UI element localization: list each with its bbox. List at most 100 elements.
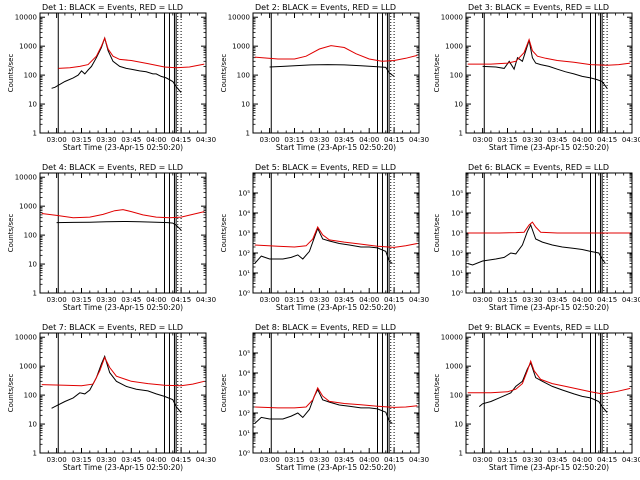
ytick-label: 10000 — [15, 14, 37, 22]
x-axis-label: Start Time (23-Apr-15 02:50:20) — [276, 463, 396, 472]
xtick-label: 03:30 — [96, 136, 116, 144]
xtick-label: 03:30 — [309, 136, 329, 144]
chart-title: Det 8: BLACK = Events, RED = LLD — [255, 323, 396, 332]
xtick-label: 03:00 — [47, 296, 67, 304]
xtick-label: 03:00 — [260, 456, 280, 464]
ytick-label: 10⁵ — [238, 350, 250, 358]
chart-panel-6: Det 6: BLACK = Events, RED = LLD 10⁰ 10¹ 10… — [433, 163, 640, 312]
x-axis-label: Start Time (23-Apr-15 02:50:20) — [489, 143, 609, 152]
xtick-label: 03:45 — [121, 136, 141, 144]
y-axis-label: Counts/sec — [220, 54, 228, 93]
series-events-line — [56, 220, 182, 231]
xtick-label: 04:15 — [597, 296, 617, 304]
xtick-label: 03:15 — [497, 456, 517, 464]
xtick-label: 03:15 — [71, 136, 91, 144]
series-events-line — [467, 223, 606, 266]
xtick-label: 03:00 — [260, 136, 280, 144]
ytick-label: 10⁴ — [238, 210, 250, 218]
plot-frame — [465, 332, 633, 454]
xtick-label: 03:15 — [497, 136, 517, 144]
ytick-label: 1000 — [232, 43, 250, 51]
chart-title: Det 3: BLACK = Events, RED = LLD — [468, 3, 609, 12]
xtick-label: 03:00 — [47, 136, 67, 144]
x-axis-label: Start Time (23-Apr-15 02:50:20) — [489, 463, 609, 472]
x-axis-label: Start Time (23-Apr-15 02:50:20) — [489, 303, 609, 312]
ytick-label: 100 — [24, 392, 37, 400]
ytick-label: 10³ — [451, 230, 463, 238]
ytick-label: 100 — [237, 72, 250, 80]
chart-title: Det 1: BLACK = Events, RED = LLD — [42, 3, 183, 12]
chart-title: Det 4: BLACK = Events, RED = LLD — [42, 163, 183, 172]
xtick-label: 04:30 — [409, 296, 429, 304]
ytick-label: 10 — [241, 101, 250, 109]
ytick-label: 1 — [33, 290, 37, 298]
xtick-label: 03:00 — [473, 296, 493, 304]
xtick-label: 03:15 — [284, 456, 304, 464]
ytick-label: 10³ — [238, 230, 250, 238]
ytick-label: 1 — [33, 450, 37, 458]
plot-frame — [39, 12, 207, 134]
plot-frame — [39, 172, 207, 294]
ytick-label: 10¹ — [238, 270, 250, 278]
ytick-label: 100 — [450, 392, 463, 400]
ytick-label: 10¹ — [451, 270, 463, 278]
series-lld-line — [467, 359, 631, 395]
xtick-label: 04:30 — [409, 136, 429, 144]
ytick-label: 10⁵ — [238, 190, 250, 198]
ytick-label: 1000 — [19, 363, 37, 371]
xtick-label: 03:45 — [121, 296, 141, 304]
xtick-label: 04:30 — [622, 456, 640, 464]
y-axis-label: Counts/sec — [7, 54, 15, 93]
x-axis-label: Start Time (23-Apr-15 02:50:20) — [276, 303, 396, 312]
series-lld-line — [58, 36, 205, 69]
xtick-label: 04:15 — [171, 136, 191, 144]
xtick-label: 04:15 — [384, 296, 404, 304]
xtick-label: 04:00 — [572, 136, 592, 144]
series-events-line — [482, 40, 608, 89]
xtick-label: 03:45 — [334, 296, 354, 304]
ytick-label: 1000 — [19, 43, 37, 51]
xtick-label: 03:15 — [284, 136, 304, 144]
ytick-label: 10⁴ — [451, 210, 463, 218]
ytick-label: 10⁴ — [238, 370, 250, 378]
ytick-label: 1 — [33, 130, 37, 138]
x-axis-label: Start Time (23-Apr-15 02:50:20) — [63, 303, 183, 312]
xtick-label: 04:00 — [146, 296, 166, 304]
ytick-label: 10000 — [441, 14, 463, 22]
ytick-label: 10⁰ — [451, 290, 463, 298]
xtick-label: 04:00 — [572, 296, 592, 304]
chart-title: Det 7: BLACK = Events, RED = LLD — [42, 323, 183, 332]
xtick-label: 03:30 — [522, 136, 542, 144]
x-axis-label: Start Time (23-Apr-15 02:50:20) — [276, 143, 396, 152]
ytick-label: 1000 — [19, 203, 37, 211]
xtick-label: 04:00 — [359, 296, 379, 304]
xtick-label: 04:30 — [196, 296, 216, 304]
ytick-label: 10³ — [238, 390, 250, 398]
x-axis-label: Start Time (23-Apr-15 02:50:20) — [63, 463, 183, 472]
chart-panel-5: Det 5: BLACK = Events, RED = LLD 10⁰ 10¹ 10… — [220, 163, 429, 312]
chart-panel-4: Det 4: BLACK = Events, RED = LLD 1 10 100 10… — [7, 163, 216, 312]
ytick-label: 10² — [238, 410, 250, 418]
xtick-label: 03:30 — [522, 296, 542, 304]
ytick-label: 1 — [459, 450, 463, 458]
xtick-label: 04:15 — [597, 136, 617, 144]
xtick-label: 03:00 — [473, 456, 493, 464]
plot-frame — [465, 172, 633, 294]
xtick-label: 03:15 — [284, 296, 304, 304]
series-events-line — [51, 354, 182, 413]
chart-panel-3: Det 3: BLACK = Events, RED = LLD 1 10 100 10… — [433, 3, 640, 152]
chart-title: Det 5: BLACK = Events, RED = LLD — [255, 163, 396, 172]
chart-panel-1: Det 1: BLACK = Events, RED = LLD 1 10 100 10… — [7, 3, 216, 152]
ytick-label: 10 — [28, 101, 37, 109]
series-lld-line — [467, 221, 631, 234]
ytick-label: 10¹ — [238, 430, 250, 438]
y-axis-label: Counts/sec — [433, 214, 441, 253]
xtick-label: 04:00 — [359, 456, 379, 464]
ytick-label: 10 — [454, 101, 463, 109]
chart-panel-9: Det 9: BLACK = Events, RED = LLD 1 10 100 10… — [433, 323, 640, 472]
chart-title: Det 2: BLACK = Events, RED = LLD — [255, 3, 396, 12]
xtick-label: 03:45 — [334, 456, 354, 464]
plot-frame — [465, 12, 633, 134]
xtick-label: 03:15 — [71, 296, 91, 304]
